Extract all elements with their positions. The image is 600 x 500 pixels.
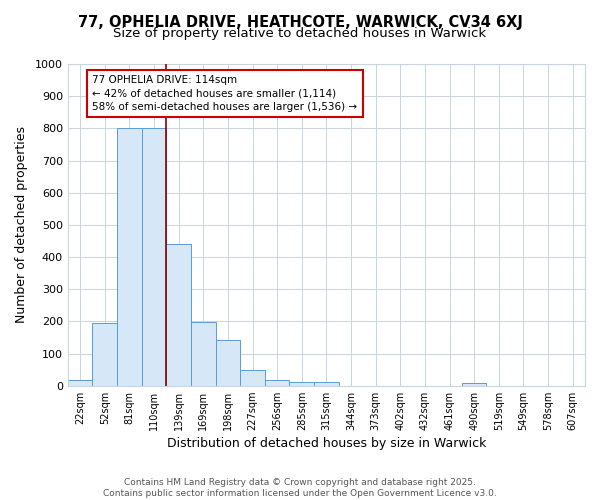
Y-axis label: Number of detached properties: Number of detached properties [15,126,28,324]
Bar [68,380,92,386]
Text: Size of property relative to detached houses in Warwick: Size of property relative to detached ho… [113,28,487,40]
Bar [92,323,117,386]
Bar [289,382,314,386]
Bar [462,383,487,386]
Bar [142,128,166,386]
Bar [191,322,215,386]
Bar [117,128,142,386]
Bar [265,380,289,386]
Text: 77 OPHELIA DRIVE: 114sqm
← 42% of detached houses are smaller (1,114)
58% of sem: 77 OPHELIA DRIVE: 114sqm ← 42% of detach… [92,76,358,112]
Bar [215,340,240,386]
Text: Contains HM Land Registry data © Crown copyright and database right 2025.
Contai: Contains HM Land Registry data © Crown c… [103,478,497,498]
Bar [314,382,339,386]
X-axis label: Distribution of detached houses by size in Warwick: Distribution of detached houses by size … [167,437,486,450]
Text: 77, OPHELIA DRIVE, HEATHCOTE, WARWICK, CV34 6XJ: 77, OPHELIA DRIVE, HEATHCOTE, WARWICK, C… [77,15,523,30]
Bar [240,370,265,386]
Bar [166,244,191,386]
